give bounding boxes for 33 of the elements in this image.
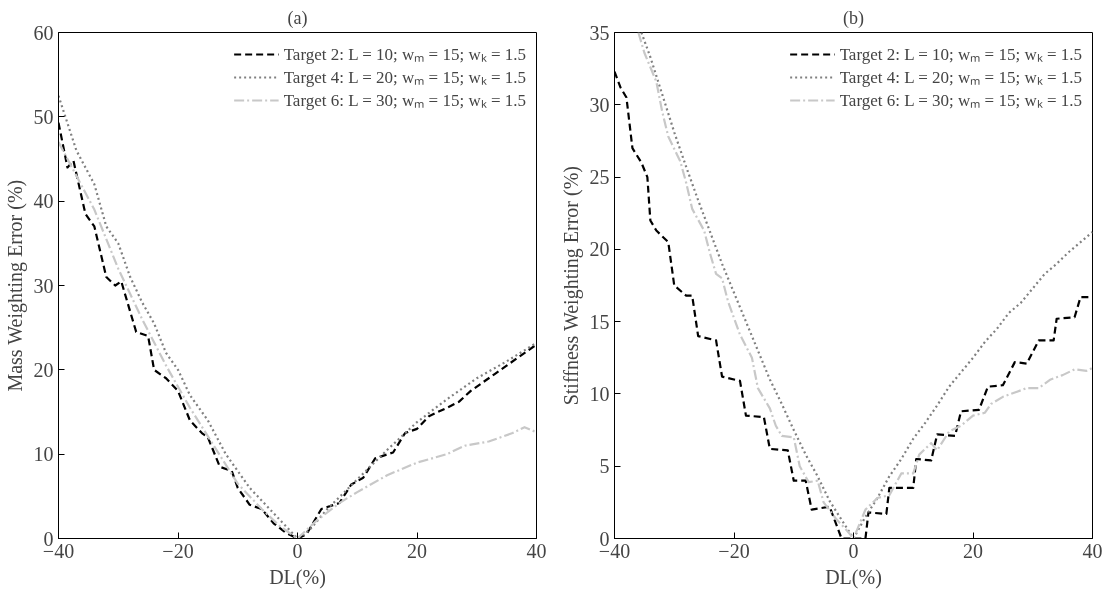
x-axis-title: DL(%) xyxy=(825,565,882,589)
y-tick-label: 30 xyxy=(589,93,610,116)
y-tick-label: 20 xyxy=(589,238,610,261)
x-tick-label: −20 xyxy=(162,539,194,562)
y-tick-label: 35 xyxy=(589,21,610,44)
legend-label: Target 4: L = 20; wₘ = 15; wₖ = 1.5 xyxy=(283,67,526,88)
x-tick-label: 20 xyxy=(407,539,427,562)
y-axis-title: Mass Weighting Error (%) xyxy=(3,179,27,392)
y-axis-title: Stiffness Weighting Error (%) xyxy=(559,166,583,406)
legend-label: Target 2: L = 10; wₘ = 15; wₖ = 1.5 xyxy=(839,44,1082,65)
y-tick-label: 15 xyxy=(589,310,610,333)
y-tick-label: 20 xyxy=(33,358,54,381)
legend-label: Target 6: L = 30; wₘ = 15; wₖ = 1.5 xyxy=(283,90,526,111)
legend-label: Target 4: L = 20; wₘ = 15; wₖ = 1.5 xyxy=(839,67,1082,88)
legend-label: Target 6: L = 30; wₘ = 15; wₖ = 1.5 xyxy=(839,90,1082,111)
y-tick-label: 30 xyxy=(33,274,54,297)
x-tick-label: −20 xyxy=(718,539,750,562)
y-tick-label: 10 xyxy=(33,443,54,466)
y-tick-label: 40 xyxy=(33,190,54,213)
y-tick-label: 10 xyxy=(589,382,610,405)
x-tick-label: 0 xyxy=(292,539,303,562)
y-tick-label: 5 xyxy=(599,455,610,478)
chart-title: (b) xyxy=(843,7,865,29)
x-axis-title: DL(%) xyxy=(269,565,326,589)
y-tick-label: 50 xyxy=(33,105,54,128)
x-tick-label: 20 xyxy=(963,539,983,562)
y-tick-label: 25 xyxy=(589,166,610,189)
x-tick-label: 0 xyxy=(848,539,859,562)
legend-label: Target 2: L = 10; wₘ = 15; wₖ = 1.5 xyxy=(283,44,526,65)
x-tick-label: 40 xyxy=(526,539,547,562)
x-tick-label: 40 xyxy=(1082,539,1103,562)
chart-title: (a) xyxy=(287,7,308,29)
y-tick-label: 60 xyxy=(33,21,54,44)
